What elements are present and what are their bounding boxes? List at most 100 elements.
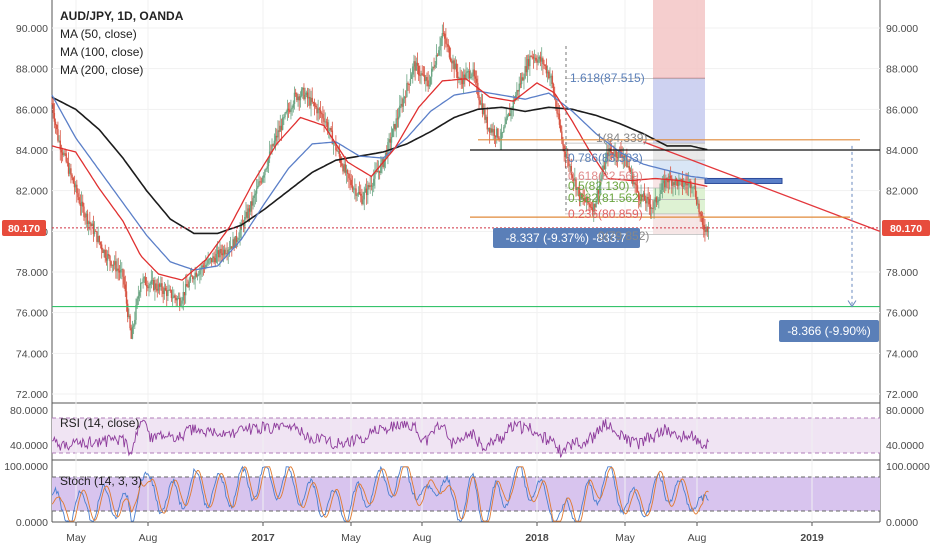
ma50-legend[interactable]: MA (50, close)	[60, 27, 137, 41]
candle-body	[377, 170, 380, 173]
candle-body	[390, 137, 393, 143]
candle-body	[220, 248, 222, 254]
candle-body	[623, 155, 626, 158]
candle-body	[652, 208, 654, 210]
candle-body	[234, 236, 237, 248]
candle-body	[329, 127, 331, 130]
stoch-legend[interactable]: Stoch (14, 3, 3)	[60, 474, 142, 488]
candle-body	[449, 57, 452, 61]
ma100-legend[interactable]: MA (100, close)	[60, 45, 143, 59]
candle-body	[89, 221, 91, 224]
candle-body	[381, 159, 383, 164]
candle-body	[611, 152, 614, 156]
candle-body	[317, 108, 319, 114]
candle-body	[188, 281, 190, 288]
candle-body	[280, 125, 283, 130]
candle-body	[186, 284, 188, 287]
candle-body	[393, 124, 395, 129]
candle-body	[223, 249, 226, 255]
candle-body	[144, 277, 147, 286]
candle-body	[655, 197, 658, 203]
candle-body	[541, 58, 543, 62]
rsi-legend[interactable]: RSI (14, close)	[60, 416, 139, 430]
candle-body	[115, 261, 117, 272]
candle-body	[542, 58, 544, 65]
candle-body	[506, 116, 509, 119]
candle-body	[168, 289, 170, 291]
candle-body	[237, 240, 239, 242]
candle-body	[600, 179, 602, 185]
candle-body	[636, 185, 639, 192]
candle-body	[119, 269, 122, 273]
candle-body	[417, 65, 420, 76]
candle-body	[627, 166, 629, 168]
candle-body	[246, 211, 248, 218]
candle-body	[116, 268, 118, 272]
candle-body	[328, 129, 330, 131]
candle-body	[438, 50, 440, 56]
candle-body	[351, 185, 354, 190]
candle-body	[264, 170, 266, 176]
candle-body	[523, 78, 525, 81]
candle-body	[567, 157, 569, 158]
candle-body	[682, 185, 685, 187]
candle-body	[213, 256, 215, 259]
ytick-right-0: 90.000	[886, 23, 918, 35]
candle-body	[454, 63, 457, 70]
candle-body	[426, 77, 428, 81]
candle-body	[283, 117, 285, 118]
candle-body	[551, 75, 554, 84]
candle-body	[374, 171, 376, 179]
candle-body	[248, 208, 251, 212]
candle-body	[692, 186, 694, 188]
candle-body	[701, 216, 704, 225]
candle-body	[619, 150, 621, 152]
position-stop-zone	[653, 0, 705, 79]
candle-body	[278, 130, 280, 132]
candle-body	[244, 216, 246, 227]
candle-body	[397, 116, 400, 120]
candle-body	[649, 204, 652, 210]
candle-body	[427, 80, 429, 87]
candle-body	[162, 290, 164, 294]
candle-body	[539, 56, 542, 62]
candle-body	[543, 64, 545, 65]
candle-body	[113, 261, 116, 265]
candle-body	[395, 118, 397, 130]
candle-body	[577, 187, 580, 189]
candle-body	[345, 170, 348, 173]
candle-body	[439, 46, 441, 51]
candle-body	[684, 182, 686, 186]
ind-tick-left-3: 0.0000	[16, 517, 48, 529]
candle-body	[535, 57, 537, 61]
candle-body	[685, 182, 687, 184]
candle-body	[274, 135, 277, 141]
candle-body	[470, 76, 472, 79]
candle-body	[156, 288, 158, 291]
candle-body	[193, 278, 195, 280]
candle-body	[530, 55, 532, 57]
candle-body	[201, 265, 203, 269]
candle-body	[343, 164, 345, 172]
ytick-left-2: 86.000	[16, 104, 48, 116]
ma200-legend[interactable]: MA (200, close)	[60, 63, 143, 77]
candle-body	[122, 269, 124, 277]
ytick-left-0: 90.000	[16, 23, 48, 35]
candle-body	[550, 75, 552, 78]
plot-bg	[52, 0, 880, 550]
candle-body	[342, 165, 344, 172]
candle-body	[444, 33, 446, 39]
candle-body	[322, 114, 324, 119]
candle-body	[634, 182, 636, 185]
candle-body	[59, 140, 61, 150]
candle-body	[330, 127, 332, 131]
candle-body	[341, 163, 343, 166]
candle-body	[687, 182, 690, 186]
candle-body	[210, 257, 213, 263]
candle-body	[129, 315, 131, 329]
candle-body	[354, 188, 356, 190]
candle-body	[299, 95, 302, 101]
candle-body	[131, 326, 134, 339]
candle-body	[202, 265, 205, 267]
